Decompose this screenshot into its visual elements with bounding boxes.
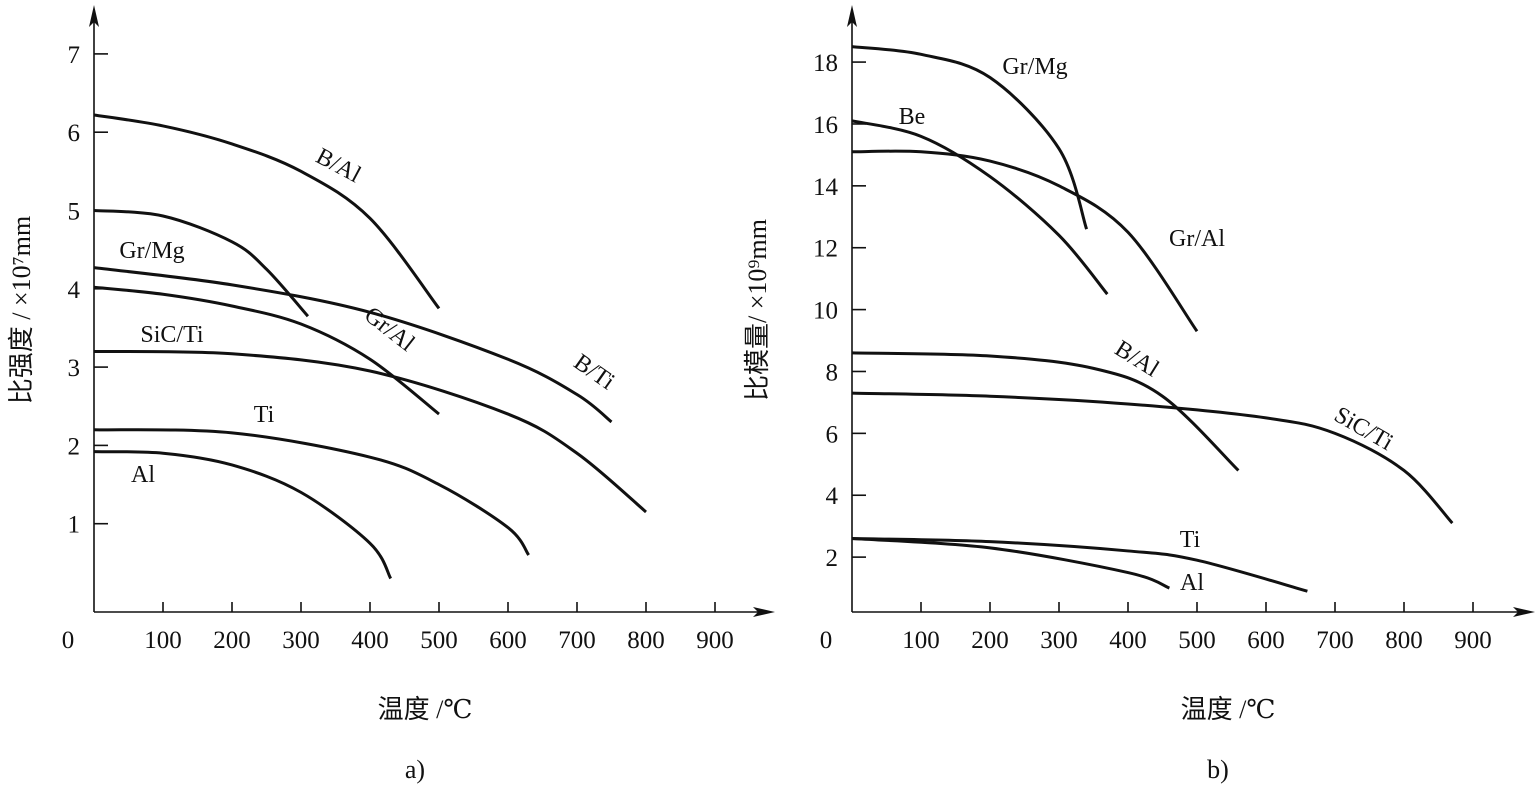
y-axis-title: 比强度 / ×10⁷mm <box>7 216 36 404</box>
series-line-ti <box>93 428 530 556</box>
y-tick-label: 2 <box>826 545 839 572</box>
series-label: B/Ti <box>569 349 620 395</box>
y-tick-label: 6 <box>68 120 81 147</box>
x-tick-label: 300 <box>282 627 320 654</box>
series-label: Gr/Mg <box>1002 54 1067 80</box>
y-tick-label: 12 <box>813 236 838 263</box>
series-line-ti <box>851 537 1308 593</box>
series-label: Be <box>899 104 926 130</box>
y-axis-arrow-icon <box>847 5 857 27</box>
x-tick-label: 500 <box>1178 627 1216 654</box>
panel-label: a) <box>405 755 425 784</box>
series-label: Ti <box>1180 527 1201 553</box>
series-line-gr-mg <box>851 45 1089 230</box>
x-tick-label: 200 <box>971 627 1009 654</box>
x-tick-label: 700 <box>558 627 596 654</box>
panel-b: 0 100 200 300 400 500 600 700 800 900 2 4 6 8 10 12 14 16… <box>743 5 1535 784</box>
series-line-gr-mg <box>93 209 310 318</box>
x-tick-label: 900 <box>1454 627 1492 654</box>
series-line-gr-al <box>851 149 1199 333</box>
x-tick-label: 800 <box>1385 627 1423 654</box>
series-line-al <box>851 537 1170 590</box>
x-tick-label: 200 <box>213 627 251 654</box>
series-line-b-al <box>93 113 441 310</box>
series-label: Al <box>131 462 155 488</box>
series-line-sic-ti <box>851 391 1454 525</box>
series-line-b-ti <box>93 266 613 424</box>
y-tick-label: 14 <box>813 174 839 201</box>
x-tick-label: 600 <box>489 627 527 654</box>
series-label: Ti <box>254 402 275 428</box>
series-line-sic-ti <box>93 349 647 514</box>
y-tick-label: 4 <box>68 277 81 304</box>
x-tick-label: 400 <box>1109 627 1147 654</box>
x-axis-arrow-icon <box>753 607 775 617</box>
y-tick-label: 6 <box>826 421 839 448</box>
y-tick-label: 1 <box>68 512 81 539</box>
y-tick-label: 18 <box>813 50 838 77</box>
series-label: SiC/Ti <box>1330 402 1398 456</box>
series-label: Gr/Mg <box>119 238 184 264</box>
x-tick-label: 900 <box>696 627 734 654</box>
x-tick-label: 500 <box>420 627 458 654</box>
x-tick-label: 100 <box>144 627 182 654</box>
y-tick-label: 2 <box>68 433 81 460</box>
panel-label: b) <box>1207 755 1229 784</box>
x-tick-label: 800 <box>627 627 665 654</box>
x-axis-title: 温度 /℃ <box>1181 695 1276 724</box>
x-tick-label: 0 <box>820 627 833 654</box>
series-label: Al <box>1180 570 1204 596</box>
y-tick-label: 16 <box>813 112 838 139</box>
y-tick-label: 5 <box>68 199 81 226</box>
y-axis-arrow-icon <box>89 5 99 27</box>
series-label: SiC/Ti <box>140 322 204 348</box>
y-tick-label: 3 <box>68 355 81 382</box>
series-line-be <box>851 119 1109 296</box>
y-tick-label: 4 <box>826 483 839 510</box>
y-tick-label: 8 <box>826 359 839 386</box>
x-tick-label: 300 <box>1040 627 1078 654</box>
panel-a: 0 100 200 300 400 500 600 700 800 9001234567B/AlG… <box>7 5 775 784</box>
x-axis-title: 温度 /℃ <box>378 695 473 724</box>
y-tick-label: 7 <box>68 42 81 69</box>
series-label: Gr/Al <box>359 302 419 357</box>
x-tick-label: 600 <box>1247 627 1285 654</box>
y-axis-title: 比模量/ ×10⁹mm <box>743 219 772 401</box>
x-tick-label: 0 <box>62 627 75 654</box>
series-line-al <box>93 450 393 580</box>
x-tick-label: 700 <box>1316 627 1354 654</box>
x-axis-arrow-icon <box>1513 607 1535 617</box>
series-label: Gr/Al <box>1169 226 1225 252</box>
y-tick-label: 10 <box>813 298 838 325</box>
series-line-gr-al <box>93 285 440 416</box>
series-line-b-al <box>851 351 1240 472</box>
x-tick-label: 100 <box>902 627 940 654</box>
x-tick-label: 400 <box>351 627 389 654</box>
